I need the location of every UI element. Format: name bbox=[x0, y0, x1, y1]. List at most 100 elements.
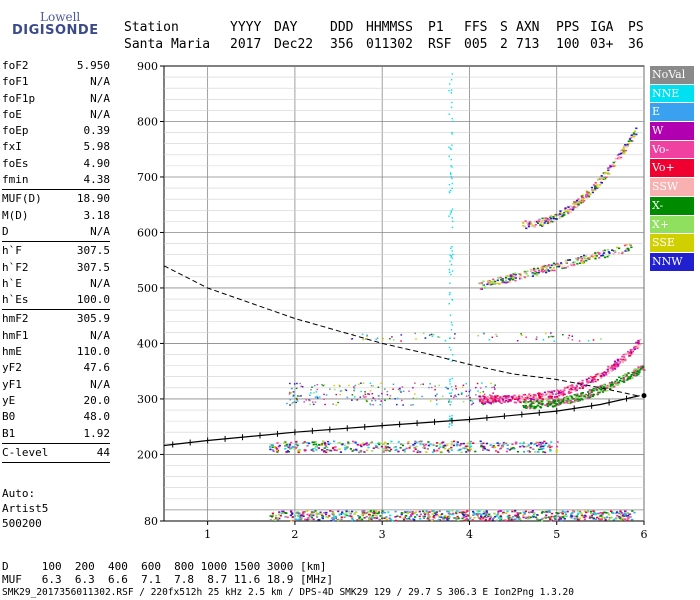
trace-point-f2-o bbox=[610, 370, 614, 372]
trace-point-es-2hop bbox=[333, 440, 336, 443]
trace-point-f2-2hop bbox=[549, 269, 552, 272]
trace-point-f2-2hop bbox=[524, 271, 527, 273]
trace-point-f2-2hop bbox=[512, 273, 515, 275]
trace-point-f2-o bbox=[558, 391, 561, 394]
trace-point-es bbox=[482, 516, 485, 518]
trace-point-f2-x bbox=[576, 396, 580, 399]
trace-point-es bbox=[480, 516, 483, 518]
trace-point-es-2hop bbox=[450, 441, 453, 443]
trace-point-es bbox=[294, 512, 297, 515]
trace-point-es-2hop bbox=[424, 443, 427, 446]
trace-point-f2-o bbox=[624, 357, 627, 360]
trace-point-es bbox=[446, 510, 449, 513]
trace-point-f2-3hop bbox=[599, 184, 602, 186]
trace-point-f2-o bbox=[560, 393, 563, 396]
trace-point-es bbox=[603, 511, 606, 514]
trace-point-f2-3hop bbox=[614, 157, 617, 160]
trace-point-es-2hop bbox=[317, 447, 320, 449]
trace-point-f2-o bbox=[560, 394, 563, 397]
trace-point-es bbox=[581, 515, 584, 518]
trace-point-es bbox=[405, 515, 408, 517]
trace-point-f2-2hop bbox=[526, 275, 529, 277]
trace-point-es-2hop bbox=[375, 445, 378, 448]
trace-point-f2-2hop bbox=[517, 273, 520, 275]
trace-point-f2-3hop bbox=[549, 219, 552, 222]
trace-point-es-2hop bbox=[442, 441, 445, 443]
trace-point-es-2hop bbox=[298, 449, 301, 452]
trace-point-es-2hop bbox=[448, 448, 451, 450]
trace-point-f2-3hop bbox=[614, 160, 617, 163]
trace-point-f2-x bbox=[565, 399, 568, 402]
trace-point-f2-x bbox=[548, 399, 551, 402]
trace-point-es-2hop bbox=[276, 451, 279, 453]
trace-point-es bbox=[514, 509, 517, 512]
trace-point-f-scatter bbox=[551, 335, 554, 338]
trace-point-es-2hop bbox=[397, 441, 400, 443]
trace-point-es-2hop bbox=[359, 449, 362, 452]
trace-point-f2-2hop bbox=[508, 276, 511, 278]
trace-point-f2-o bbox=[517, 394, 521, 396]
trace-point-f-scatter bbox=[361, 333, 364, 335]
trace-point-f-scatter bbox=[452, 396, 455, 399]
trace-point-f2-3hop bbox=[560, 213, 563, 215]
trace-point-f-scatter bbox=[376, 337, 379, 339]
x-tick-label: 6 bbox=[641, 528, 648, 541]
trace-point-es bbox=[377, 511, 380, 513]
trace-point-es-2hop bbox=[541, 448, 544, 450]
trace-point-f2-2hop bbox=[508, 279, 512, 281]
trace-point-f2-2hop bbox=[514, 275, 517, 278]
header-value-0: Santa Maria bbox=[124, 37, 211, 52]
trace-point-f2-o bbox=[556, 389, 559, 392]
trace-point-f2-2hop bbox=[603, 252, 606, 254]
trace-point-f2-2hop bbox=[558, 264, 561, 266]
header-value-9: 100 bbox=[556, 37, 580, 52]
trace-point-es-2hop bbox=[283, 442, 286, 444]
trace-point-f-scatter bbox=[300, 395, 302, 397]
trace-point-interference bbox=[451, 131, 453, 134]
trace-point-f-scatter bbox=[521, 334, 523, 337]
trace-point-f2-2hop bbox=[570, 264, 573, 266]
trace-point-f2-2hop bbox=[545, 271, 548, 274]
trace-point-f2-x bbox=[553, 400, 557, 403]
trace-point-f-scatter bbox=[295, 401, 297, 404]
trace-point-f2-x bbox=[637, 367, 640, 369]
trace-point-f2-o bbox=[528, 393, 531, 395]
trace-point-es bbox=[516, 515, 519, 518]
trace-point-f2-o bbox=[620, 358, 623, 361]
trace-point-f2-o bbox=[509, 399, 512, 402]
trace-point-es bbox=[331, 510, 334, 513]
trace-point-interference bbox=[448, 346, 451, 349]
trace-point-interference bbox=[450, 255, 453, 257]
trace-point-f2-o bbox=[612, 367, 615, 369]
trace-point-es bbox=[630, 518, 633, 521]
trace-point-es-2hop bbox=[365, 442, 368, 444]
trace-point-es bbox=[577, 519, 581, 521]
legend-item-ssw: SSW bbox=[650, 178, 694, 196]
trace-point-f2-3hop bbox=[577, 198, 580, 200]
param-row: MUF(D) 18.90 bbox=[2, 191, 110, 207]
trace-point-f2-x bbox=[580, 393, 583, 395]
trace-point-f2-x bbox=[606, 389, 609, 392]
trace-point-f-scatter bbox=[401, 399, 403, 402]
trace-point-es bbox=[498, 510, 501, 512]
trace-point-f2-2hop bbox=[543, 269, 547, 272]
trace-point-es bbox=[303, 511, 306, 513]
trace-point-f-scatter bbox=[441, 395, 444, 397]
trace-point-f2-x bbox=[603, 389, 606, 391]
trace-point-f2-3hop bbox=[530, 222, 533, 225]
trace-point-es-2hop bbox=[302, 442, 305, 444]
trace-point-f-scatter bbox=[364, 391, 366, 393]
trace-point-f2-x bbox=[556, 403, 559, 406]
legend-item-x-: X- bbox=[650, 196, 694, 215]
trace-point-es-2hop bbox=[369, 442, 372, 444]
trace-point-f-scatter bbox=[492, 401, 495, 404]
trace-point-f2-x bbox=[530, 400, 533, 403]
trace-point-interference bbox=[450, 385, 453, 388]
y-tick-label: 500 bbox=[137, 282, 158, 295]
trace-point-f2-x bbox=[595, 387, 598, 390]
trace-point-f2-3hop bbox=[569, 208, 572, 210]
trace-point-es-2hop bbox=[555, 445, 559, 448]
trace-point-f2-2hop bbox=[553, 269, 556, 272]
trace-point-f2-2hop bbox=[583, 254, 586, 257]
trace-point-es bbox=[467, 515, 470, 517]
